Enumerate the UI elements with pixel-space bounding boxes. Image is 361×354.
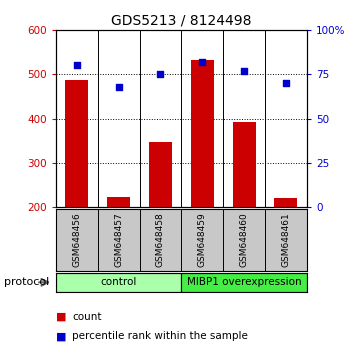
Bar	[65, 80, 88, 207]
Text: GSM648461: GSM648461	[282, 212, 291, 267]
Point	[283, 80, 289, 86]
Bar	[274, 198, 297, 207]
Point	[74, 63, 80, 68]
Bar	[107, 198, 130, 207]
Bar	[232, 122, 256, 207]
Bar	[149, 142, 172, 207]
Text: GSM648460: GSM648460	[240, 212, 249, 267]
Title: GDS5213 / 8124498: GDS5213 / 8124498	[111, 13, 252, 28]
Text: GSM648459: GSM648459	[198, 212, 207, 267]
Text: control: control	[100, 277, 137, 287]
Text: protocol: protocol	[4, 277, 49, 287]
Text: GSM648458: GSM648458	[156, 212, 165, 267]
Point	[241, 68, 247, 74]
Point	[116, 84, 122, 90]
Text: ■: ■	[56, 331, 66, 341]
Text: ■: ■	[56, 312, 66, 322]
Point	[158, 72, 164, 77]
Text: count: count	[72, 312, 102, 322]
Text: percentile rank within the sample: percentile rank within the sample	[72, 331, 248, 341]
Text: MIBP1 overexpression: MIBP1 overexpression	[187, 277, 301, 287]
Point	[199, 59, 205, 65]
Bar	[56, 273, 181, 292]
Text: GSM648457: GSM648457	[114, 212, 123, 267]
Bar	[191, 60, 214, 207]
Text: GSM648456: GSM648456	[72, 212, 81, 267]
Bar	[181, 273, 307, 292]
